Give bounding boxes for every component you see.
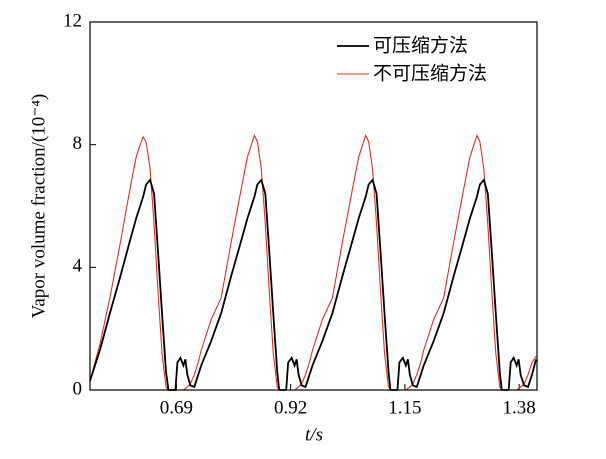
x-tick-label: 1.38 (502, 397, 535, 418)
y-axis-label: Vapor volume fraction/(10⁻⁴) (28, 94, 49, 319)
legend-label: 不可压缩方法 (373, 63, 487, 85)
y-tick-label: 4 (73, 256, 83, 277)
y-tick-label: 0 (73, 378, 83, 399)
series-line (89, 178, 537, 391)
y-tick-label: 12 (63, 10, 82, 31)
x-tick-label: 0.92 (274, 397, 307, 418)
x-tick-label: 0.69 (160, 397, 193, 418)
y-tick-label: 8 (73, 133, 83, 154)
series-line (89, 134, 537, 391)
plot-frame (89, 21, 538, 391)
legend-label: 可压缩方法 (373, 35, 468, 57)
x-tick-label: 1.15 (388, 397, 421, 418)
x-axis-label: t/s (305, 424, 323, 445)
